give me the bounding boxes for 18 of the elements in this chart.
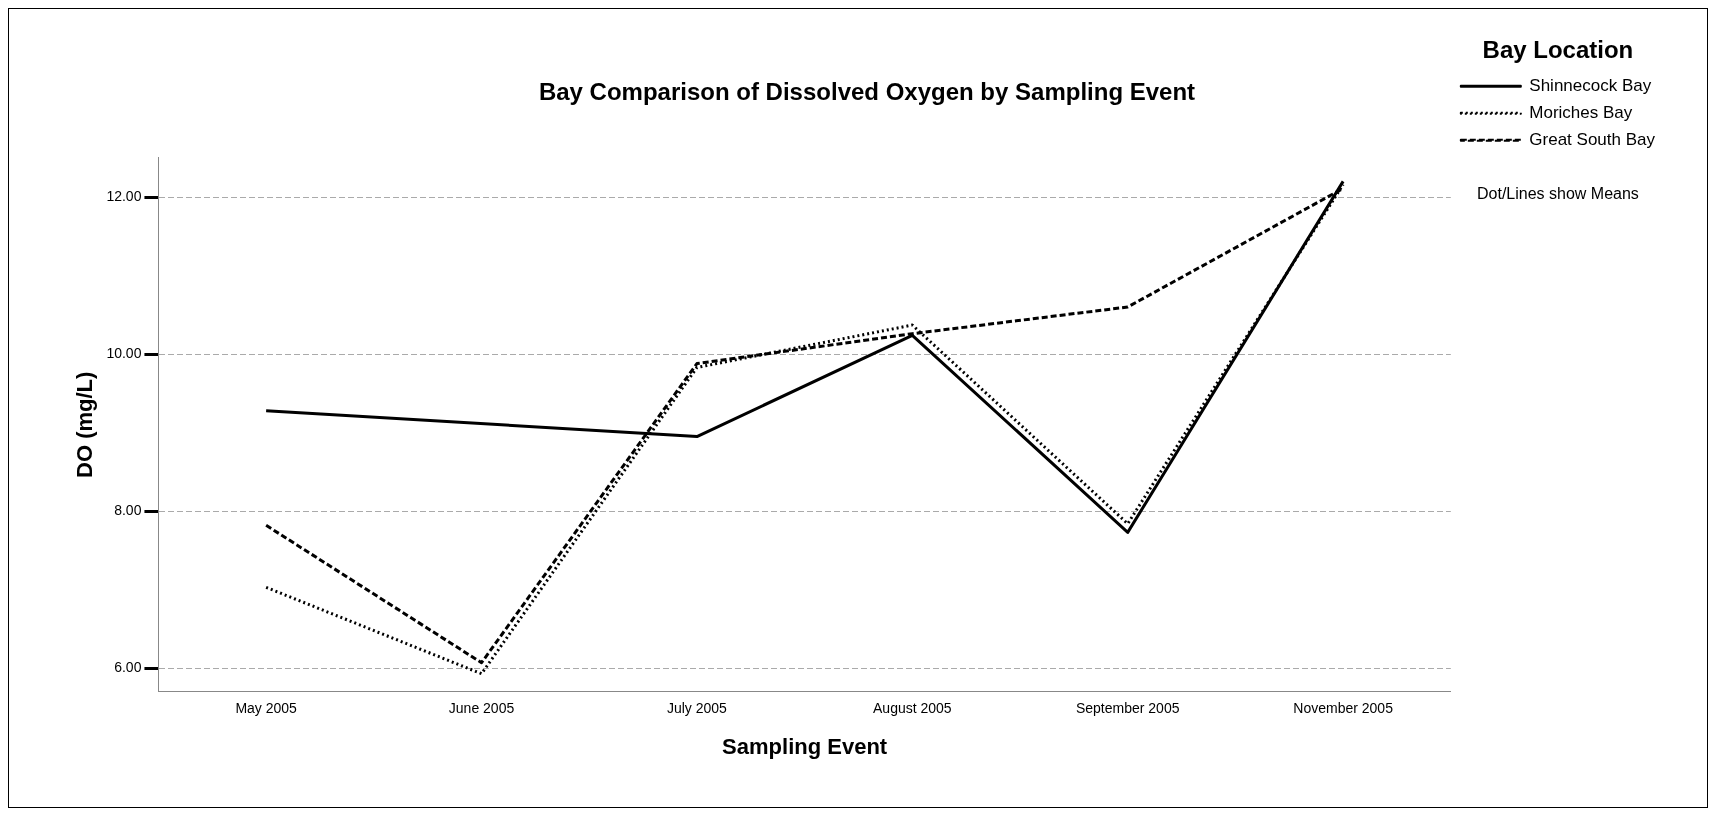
y-tick-label: 12.00	[106, 187, 142, 204]
x-tick-label: November 2005	[1293, 700, 1394, 717]
y-axis-title: DO (mg/L)	[72, 371, 98, 478]
legend-title: Bay Location	[1482, 35, 1634, 63]
text: Dot/Lines show Means	[1476, 184, 1639, 202]
x-tick-label: June 2005	[448, 700, 515, 717]
legend-label: Moriches Bay	[1529, 102, 1633, 122]
x-tick-label: May 2005	[235, 700, 298, 717]
y-tick-label: 6.00	[114, 659, 142, 676]
legend-label: Shinnecock Bay	[1529, 75, 1652, 95]
x-axis-title: Sampling Event	[722, 733, 888, 759]
y-tick-label: 8.00	[114, 502, 142, 519]
chart-title: Bay Comparison of Dissolved Oxygen by Sampling Event	[538, 78, 1196, 106]
y-tick-label: 10.00	[106, 344, 142, 361]
x-tick-label: September 2005	[1075, 700, 1180, 717]
x-tick-label: August 2005	[873, 700, 952, 717]
x-tick-label: July 2005	[666, 700, 728, 717]
legend-label: Great South Bay	[1529, 129, 1656, 149]
